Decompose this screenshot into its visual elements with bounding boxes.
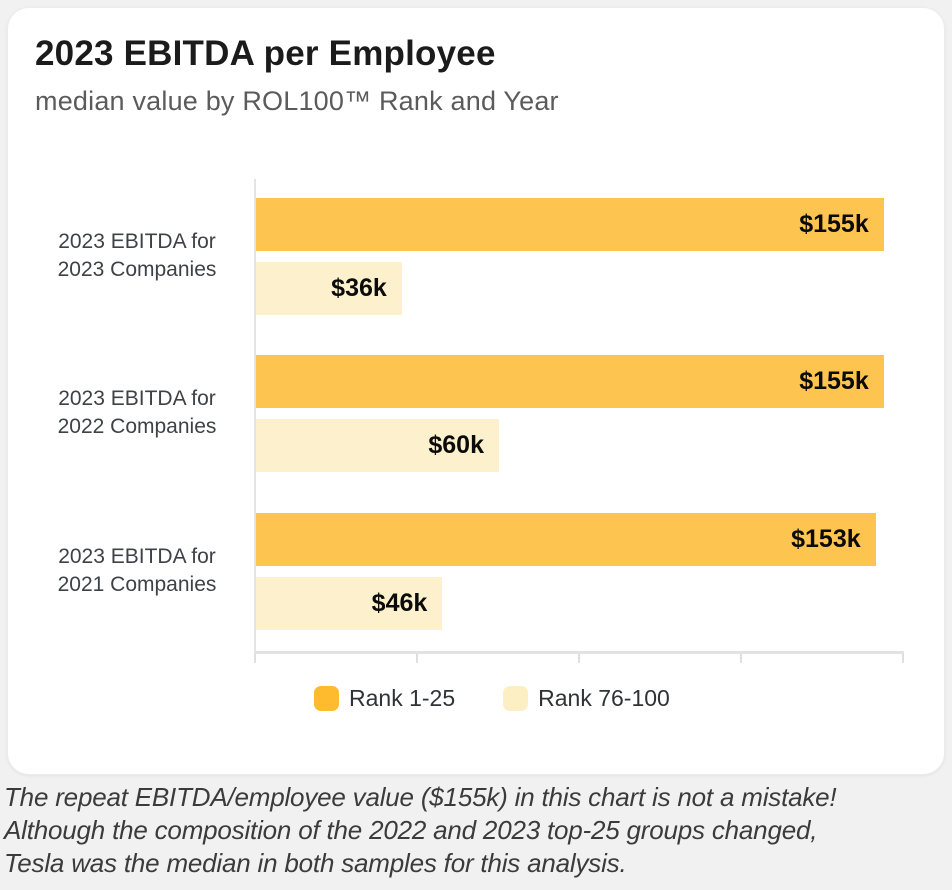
legend-label: Rank 1-25 (349, 685, 456, 711)
category-label: 2023 EBITDA for 2023 Companies (38, 228, 236, 284)
x-axis-ticks (254, 654, 904, 663)
axis-tick (902, 654, 904, 663)
bar-rank-76-100[interactable]: $60k (256, 419, 499, 472)
bar-value-label: $46k (371, 589, 428, 617)
footnote-line: Tesla was the median in both samples for… (4, 848, 627, 878)
category-label-line2: 2021 Companies (57, 573, 217, 596)
bar-value-label: $36k (331, 274, 387, 302)
chart-title: 2023 EBITDA per Employee (35, 34, 496, 73)
category-label-line1: 2023 EBITDA for (58, 387, 216, 410)
bar-rank-1-25[interactable]: $155k (256, 355, 884, 408)
plot-area: $155k $36k $155k $60k $153k $46k (254, 179, 904, 663)
category-label: 2023 EBITDA for 2022 Companies (38, 385, 236, 441)
category-label-line1: 2023 EBITDA for (58, 230, 216, 253)
chart-row: $153k $46k (256, 494, 904, 651)
legend-item-rank-1-25[interactable]: Rank 1-25 (314, 685, 455, 712)
chart-card: 2023 EBITDA per Employee median value by… (7, 7, 945, 775)
axis-tick (578, 654, 580, 663)
bar-value-label: $60k (428, 431, 484, 459)
category-label: 2023 EBITDA for 2021 Companies (38, 543, 236, 599)
legend-label: Rank 76-100 (538, 685, 670, 711)
bar-rank-76-100[interactable]: $46k (256, 577, 443, 630)
category-label-line2: 2022 Companies (57, 415, 217, 438)
axis-tick (254, 654, 256, 663)
chart-subtitle: median value by ROL100™ Rank and Year (35, 86, 559, 116)
legend-swatch-icon (503, 686, 529, 711)
bar-rank-1-25[interactable]: $153k (256, 513, 876, 566)
bar-rank-1-25[interactable]: $155k (256, 198, 884, 251)
bar-value-label: $153k (791, 525, 861, 553)
category-label-line2: 2023 Companies (57, 258, 217, 281)
bar-value-label: $155k (799, 210, 869, 238)
chart-row: $155k $60k (256, 336, 904, 493)
bar-value-label: $155k (799, 367, 869, 395)
bar-rank-76-100[interactable]: $36k (256, 262, 402, 315)
axis-tick (740, 654, 742, 663)
chart-row: $155k $36k (256, 179, 904, 336)
footnote-line: The repeat EBITDA/employee value ($155k)… (4, 782, 837, 812)
chart-legend: Rank 1-25 Rank 76-100 (314, 685, 670, 712)
category-label-line1: 2023 EBITDA for (58, 545, 216, 568)
legend-item-rank-76-100[interactable]: Rank 76-100 (503, 685, 670, 712)
axis-tick (416, 654, 418, 663)
footnote-line: Although the composition of the 2022 and… (4, 815, 818, 845)
footnote: The repeat EBITDA/employee value ($155k)… (4, 781, 948, 880)
legend-swatch-icon (314, 686, 339, 711)
